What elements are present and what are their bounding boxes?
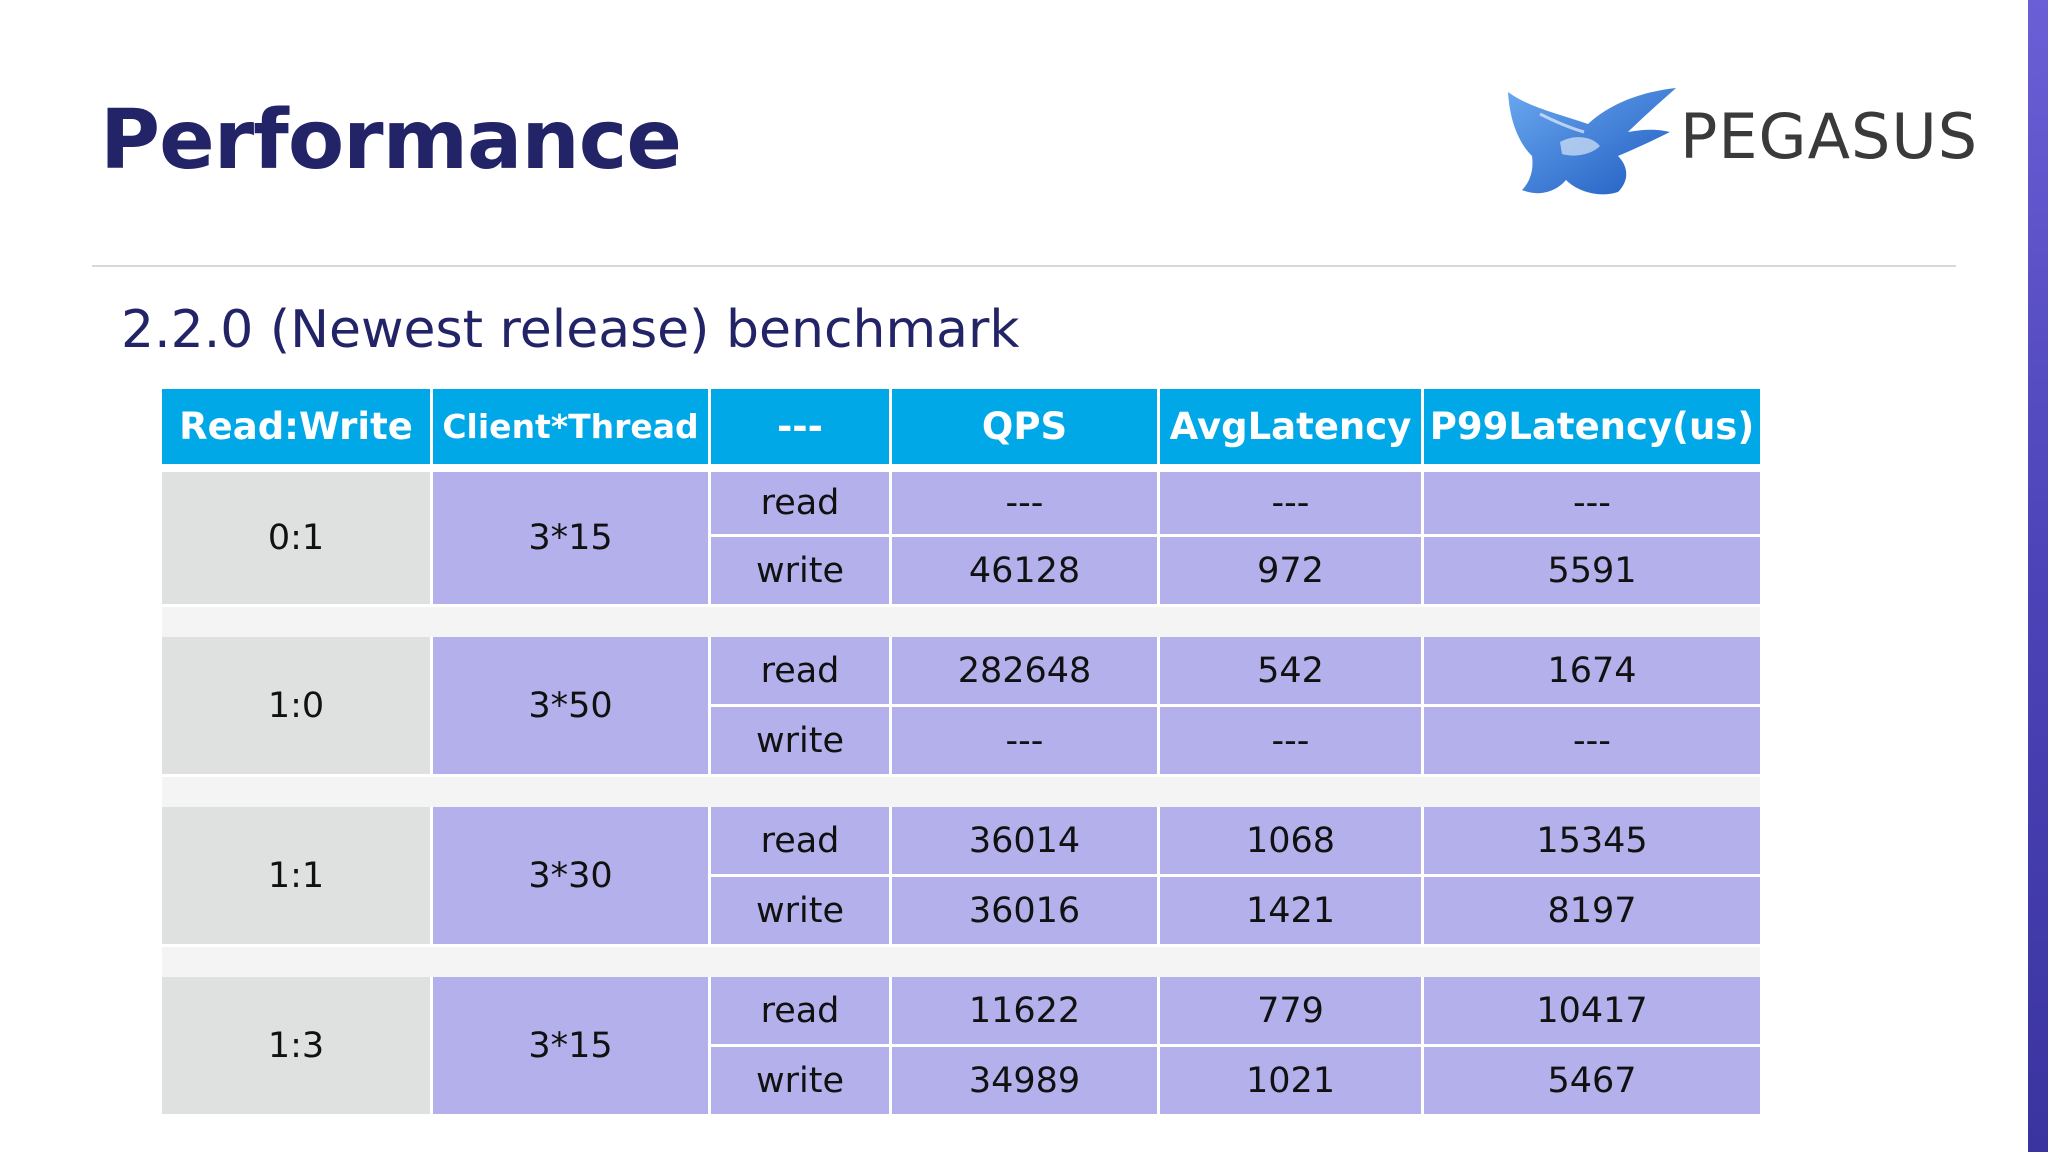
table-row: write 46128 972 5591 (162, 537, 1760, 607)
slide-edge-bar (2028, 0, 2048, 1152)
operation-cell: read (711, 637, 892, 707)
pegasus-logo: PEGASUS (1500, 84, 1977, 199)
avg-latency-cell: 779 (1160, 977, 1424, 1047)
header-client-thread: Client*Thread (433, 389, 711, 467)
qps-cell: --- (892, 467, 1160, 537)
benchmark-table: Read:Write Client*Thread --- QPS AvgLate… (162, 389, 1760, 1117)
operation-cell: write (711, 1047, 892, 1117)
header-qps: QPS (892, 389, 1160, 467)
table-row: write 36016 1421 8197 (162, 877, 1760, 947)
p99-latency-cell: 8197 (1424, 877, 1760, 947)
ratio-cell: 1:3 (162, 977, 433, 1117)
p99-latency-cell: --- (1424, 707, 1760, 777)
qps-cell: 11622 (892, 977, 1160, 1047)
group-spacer (162, 777, 1760, 807)
avg-latency-cell: 1021 (1160, 1047, 1424, 1117)
operation-cell: read (711, 807, 892, 877)
p99-latency-cell: 15345 (1424, 807, 1760, 877)
qps-cell: --- (892, 707, 1160, 777)
logo-text: PEGASUS (1680, 100, 1979, 173)
client-thread-cell: 3*15 (433, 467, 711, 607)
qps-cell: 46128 (892, 537, 1160, 607)
operation-cell: read (711, 977, 892, 1047)
table-row: 1:1 3*30 read 36014 1068 15345 (162, 807, 1760, 947)
client-thread-cell: 3*30 (433, 807, 711, 947)
operation-cell: write (711, 877, 892, 947)
avg-latency-cell: --- (1160, 467, 1424, 537)
operation-cell: write (711, 707, 892, 777)
avg-latency-cell: --- (1160, 707, 1424, 777)
ratio-cell: 0:1 (162, 467, 433, 607)
operation-cell: read (711, 467, 892, 537)
p99-latency-cell: 5467 (1424, 1047, 1760, 1117)
ratio-cell: 1:1 (162, 807, 433, 947)
avg-latency-cell: 1068 (1160, 807, 1424, 877)
group-spacer (162, 947, 1760, 977)
table-row: 1:0 3*50 read 282648 542 1674 (162, 637, 1760, 777)
table-row: write 34989 1021 5467 (162, 1047, 1760, 1117)
group-spacer (162, 607, 1760, 637)
qps-cell: 36016 (892, 877, 1160, 947)
avg-latency-cell: 1421 (1160, 877, 1424, 947)
slide-title: Performance (100, 93, 682, 188)
client-thread-cell: 3*15 (433, 977, 711, 1117)
p99-latency-cell: 5591 (1424, 537, 1760, 607)
table-row: 1:3 3*15 read 11622 779 10417 (162, 977, 1760, 1117)
p99-latency-cell: 1674 (1424, 637, 1760, 707)
qps-cell: 34989 (892, 1047, 1160, 1117)
table-row: 0:1 3*15 read --- --- --- (162, 467, 1760, 607)
p99-latency-cell: --- (1424, 467, 1760, 537)
pegasus-wing-icon (1508, 88, 1676, 195)
header-read-write: Read:Write (162, 389, 433, 467)
table-row: write --- --- --- (162, 707, 1760, 777)
header-avg-latency: AvgLatency (1160, 389, 1424, 467)
header-p99-latency: P99Latency(us) (1424, 389, 1760, 467)
p99-latency-cell: 10417 (1424, 977, 1760, 1047)
table-header-row: Read:Write Client*Thread --- QPS AvgLate… (162, 389, 1760, 467)
qps-cell: 282648 (892, 637, 1160, 707)
title-divider (92, 265, 1956, 267)
qps-cell: 36014 (892, 807, 1160, 877)
avg-latency-cell: 542 (1160, 637, 1424, 707)
client-thread-cell: 3*50 (433, 637, 711, 777)
slide-subtitle: 2.2.0 (Newest release) benchmark (121, 300, 1020, 360)
header-operation: --- (711, 389, 892, 467)
operation-cell: write (711, 537, 892, 607)
ratio-cell: 1:0 (162, 637, 433, 777)
avg-latency-cell: 972 (1160, 537, 1424, 607)
